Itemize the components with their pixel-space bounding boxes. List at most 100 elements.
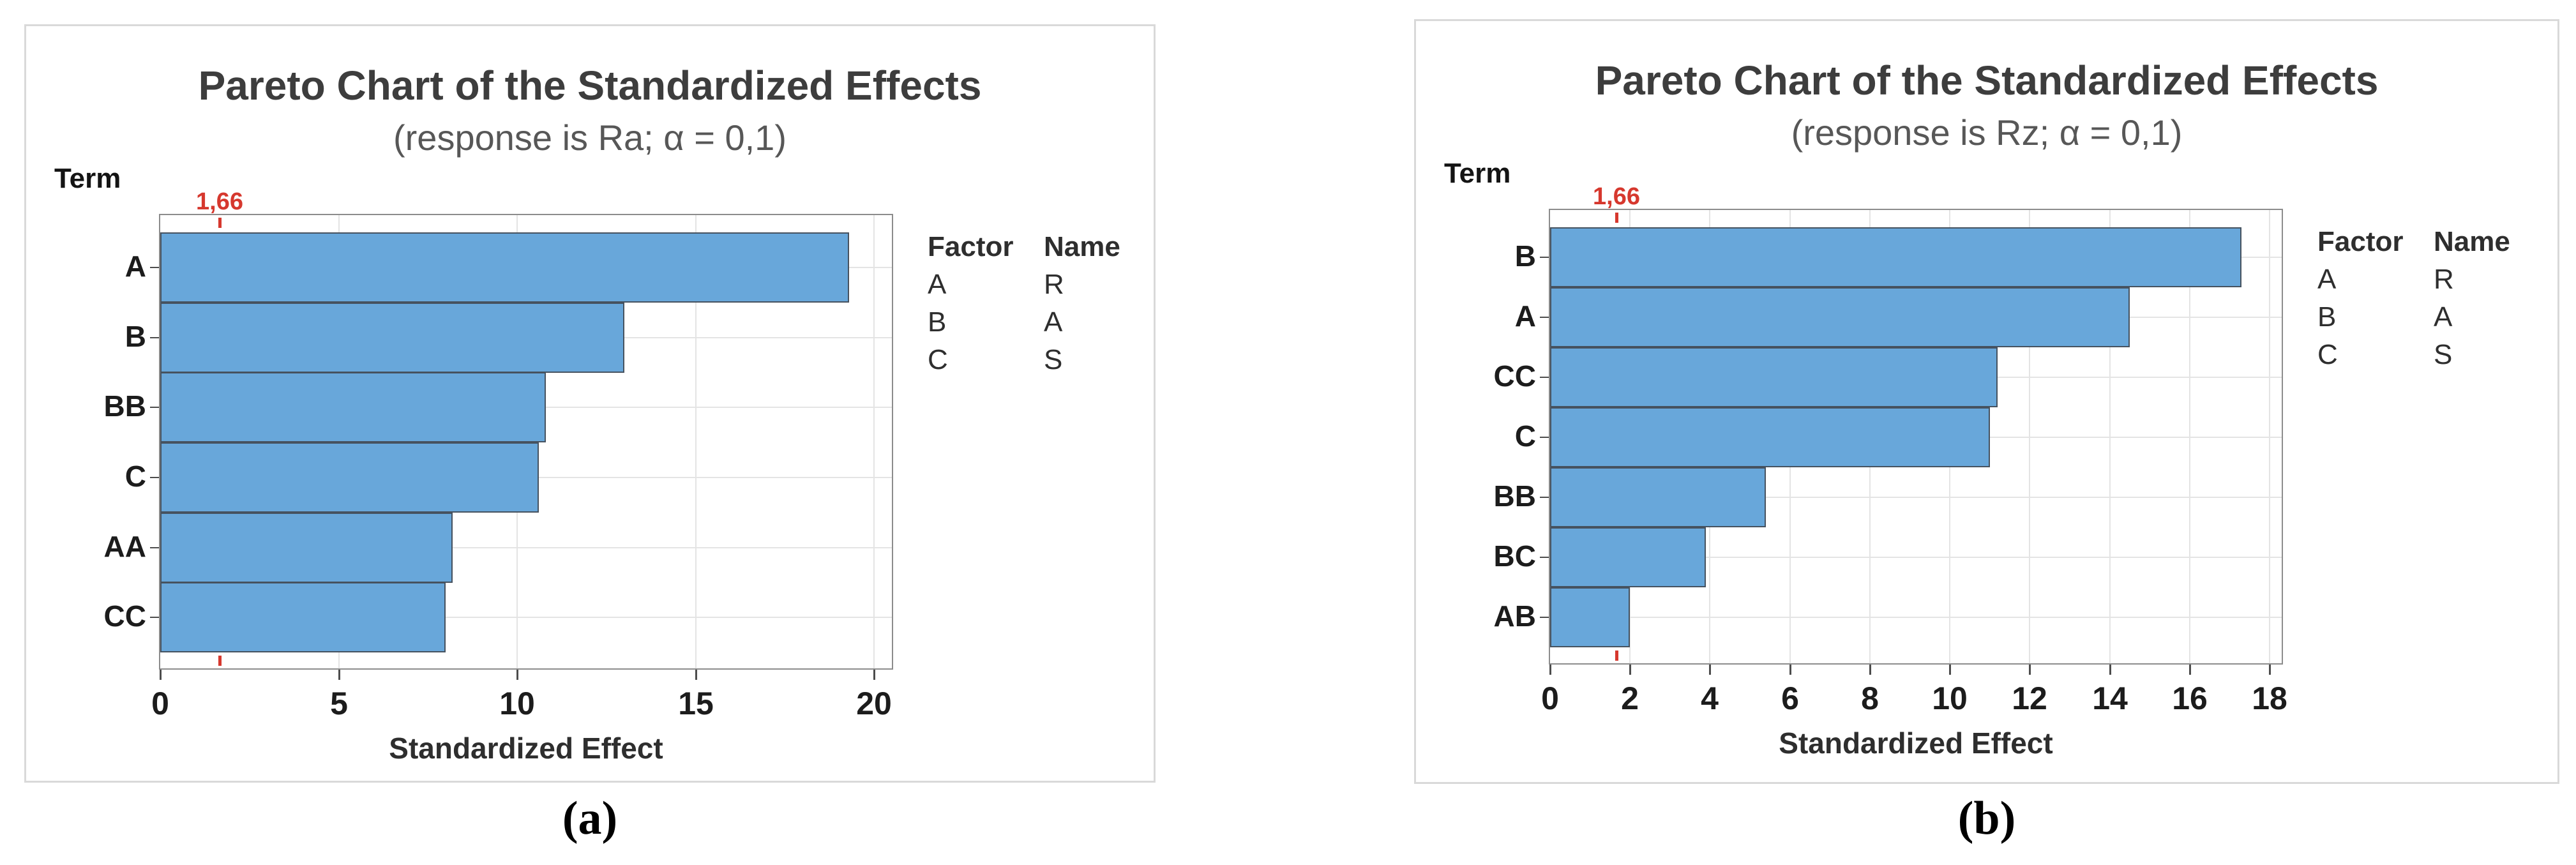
category-tick [150,267,159,268]
category-label-CC: CC [1493,359,1536,393]
x-axis-tick [2269,665,2271,675]
figure-caption-a: (a) [562,792,618,845]
category-label-BB: BB [1493,479,1536,513]
legend-name-value: R [1044,269,1064,300]
x-axis-tick [1789,665,1791,675]
category-label-B: B [124,320,146,353]
term-axis-label: Term [54,163,121,194]
pareto-bar-AA [160,513,453,583]
x-axis-tick [160,670,162,680]
category-tick [1540,437,1549,438]
category-label-C: C [124,460,146,493]
category-tick [1540,497,1549,498]
pareto-bar-BC [1550,527,1706,587]
category-label-A: A [124,250,146,283]
chart-title: Pareto Chart of the Standardized Effects [198,63,982,109]
legend-name-value: R [2434,264,2454,295]
legend-name-value: A [2434,301,2453,333]
legend-factor-value: B [928,306,947,338]
x-axis-tick [1549,665,1551,675]
pareto-bar-A [160,232,849,303]
horizontal-gridline [1550,617,2282,618]
category-label-AB: AB [1493,599,1536,633]
x-axis-label: Standardized Effect [1779,726,2053,760]
pareto-bar-B [160,303,624,373]
x-tick-label: 8 [1861,681,1879,716]
legend-name-value: S [2434,339,2453,370]
category-tick [1540,617,1549,618]
legend-name-value: A [1044,306,1063,338]
category-tick [1540,317,1549,318]
category-label-A: A [1514,299,1536,333]
chart-title: Pareto Chart of the Standardized Effects [1595,57,2379,103]
x-tick-label: 15 [678,686,714,721]
chart-subtitle: (response is Ra; α = 0,1) [393,117,787,158]
x-tick-label: 5 [330,686,348,721]
legend-factor-value: A [2317,264,2337,295]
category-label-CC: CC [103,599,146,633]
category-label-BC: BC [1493,539,1536,573]
category-tick [1540,557,1549,558]
pareto-bar-C [160,442,539,513]
plot-area [1549,209,2283,665]
reference-line-dash [1615,651,1618,661]
x-axis-tick [2109,665,2111,675]
legend-header-name: Name [2434,226,2510,257]
legend-factor-value: A [928,269,947,300]
x-axis-tick [1709,665,1711,675]
x-tick-label: 6 [1781,681,1799,716]
reference-line-label: 1,66 [196,188,243,215]
category-tick [1540,257,1549,258]
vertical-gridline [695,215,697,668]
x-tick-label: 16 [2172,681,2208,716]
x-tick-label: 20 [856,686,892,721]
pareto-bar-C [1550,407,1990,467]
x-axis-tick [338,670,340,680]
x-axis-label: Standardized Effect [389,732,663,765]
category-label-AA: AA [103,530,146,563]
category-tick [150,617,159,618]
category-tick [150,547,159,548]
x-axis-tick [516,670,518,680]
legend-header-factor: Factor [2317,226,2404,257]
category-label-C: C [1514,419,1536,453]
pareto-bar-B [1550,227,2241,287]
legend-factor-value: C [928,344,948,375]
pareto-chart-panel-a: Pareto Chart of the Standardized Effects… [24,24,1156,783]
reference-line-label: 1,66 [1593,183,1640,210]
term-axis-label: Term [1444,158,1511,189]
pareto-bar-BB [160,372,546,442]
pareto-bar-BB [1550,467,1766,527]
category-label-BB: BB [103,389,146,423]
pareto-bar-CC [160,582,446,652]
figure-caption-b: (b) [1957,792,2016,845]
horizontal-gridline [1550,557,2282,558]
x-axis-tick [1949,665,1951,675]
x-tick-label: 14 [2092,681,2128,716]
legend-header-factor: Factor [928,231,1014,262]
pareto-bar-AB [1550,587,1630,647]
pareto-chart-panel-b: Pareto Chart of the Standardized Effects… [1414,19,2559,784]
category-tick [150,337,159,338]
x-tick-label: 10 [1932,681,1968,716]
x-tick-label: 0 [151,686,169,721]
x-axis-tick [1629,665,1631,675]
pareto-bar-CC [1550,347,1998,407]
horizontal-gridline [160,617,892,618]
pareto-bar-A [1550,287,2130,347]
x-tick-label: 0 [1541,681,1559,716]
vertical-gridline [873,215,875,668]
category-label-B: B [1514,239,1536,273]
legend-factor-value: C [2317,339,2338,370]
x-axis-tick [695,670,697,680]
x-tick-label: 12 [2012,681,2047,716]
reference-line-dash [218,218,222,228]
reference-line-dash [218,656,222,666]
horizontal-gridline [1550,497,2282,498]
legend-header-name: Name [1044,231,1120,262]
category-tick [150,407,159,408]
x-tick-label: 4 [1701,681,1719,716]
reference-line-dash [1615,213,1618,223]
